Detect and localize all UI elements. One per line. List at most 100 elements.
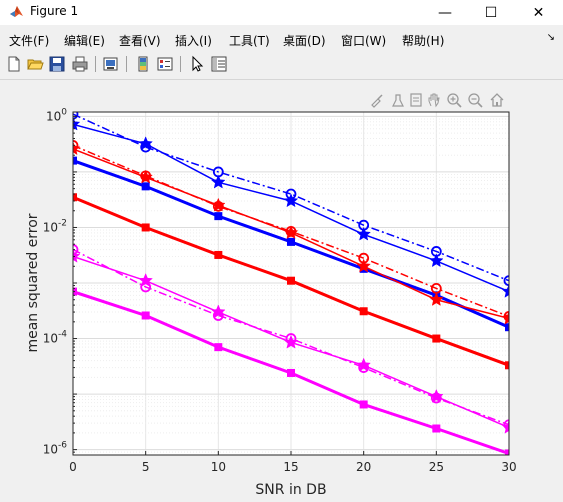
colorbar-icon[interactable] <box>134 55 152 73</box>
data-point-square <box>73 193 77 202</box>
data-point-star <box>501 283 509 298</box>
series-4 <box>73 141 509 325</box>
matlab-logo-icon <box>10 6 23 17</box>
data-point-square <box>432 334 441 343</box>
menu-view[interactable]: 查看(V) <box>119 34 161 48</box>
menu-insert[interactable]: 插入(I) <box>175 34 212 48</box>
minimize-icon: — <box>438 4 452 21</box>
pan-icon[interactable] <box>426 92 442 108</box>
brush-icon[interactable] <box>369 92 385 108</box>
data-point-square <box>214 343 223 352</box>
x-tick-label: 0 <box>69 460 77 474</box>
x-tick-label: 15 <box>283 460 298 474</box>
data-point-square <box>287 368 295 377</box>
data-point-square <box>359 400 368 409</box>
data-point-star <box>283 193 299 208</box>
data-point-star <box>283 225 299 240</box>
new-figure-icon[interactable] <box>5 55 23 73</box>
data-point-star <box>211 304 226 319</box>
y-axis-label: mean squared error <box>25 213 41 352</box>
pointer-icon[interactable] <box>188 55 206 73</box>
data-point-star <box>73 248 81 263</box>
ticks: 0 5 10 15 20 25 30 100 10-2 10-4 10-6 <box>43 107 517 474</box>
property-inspector-icon[interactable] <box>210 55 228 73</box>
data-point-square <box>73 156 77 165</box>
home-icon[interactable] <box>489 92 505 108</box>
data-point-square <box>505 361 509 370</box>
x-tick-label: 20 <box>356 460 371 474</box>
data-point-square <box>141 223 150 232</box>
menu-bar: 文件(F) 编辑(E) 查看(V) 插入(I) 工具(T) 桌面(D) 窗口(W… <box>0 28 563 50</box>
data-point-star <box>501 310 509 325</box>
data-point-square <box>214 212 223 221</box>
data-point-star <box>138 273 153 287</box>
close-icon: ✕ <box>532 4 545 21</box>
data-point-square <box>141 311 150 320</box>
data-tips-icon[interactable] <box>390 92 406 108</box>
minimize-button[interactable]: — <box>422 0 468 25</box>
data-point-star <box>429 388 444 403</box>
data-point-square <box>432 424 441 433</box>
data-point-star <box>138 169 153 184</box>
menu-file[interactable]: 文件(F) <box>9 34 50 48</box>
zoom-in-icon[interactable] <box>446 92 462 108</box>
data-point-star <box>73 141 81 156</box>
menu-tools[interactable]: 工具(T) <box>229 34 270 48</box>
window-title: Figure 1 <box>30 4 79 18</box>
x-tick-label: 30 <box>501 460 516 474</box>
menu-window[interactable]: 窗口(W) <box>341 34 387 48</box>
data-point-star <box>211 197 226 212</box>
x-tick-label: 5 <box>142 460 150 474</box>
save-icon[interactable] <box>48 55 66 73</box>
data-point-circle <box>503 275 509 287</box>
export-icon[interactable] <box>408 92 424 108</box>
menu-desktop[interactable]: 桌面(D) <box>283 34 326 48</box>
data-point-star <box>356 357 371 372</box>
data-point-star <box>356 226 371 241</box>
data-point-square <box>505 323 509 332</box>
y-tick-label: 10-4 <box>43 330 68 346</box>
data-point-square <box>141 182 150 191</box>
close-button[interactable]: ✕ <box>514 0 563 25</box>
zoom-out-icon[interactable] <box>467 92 483 108</box>
data-point-star <box>138 136 153 151</box>
figure-toolbar <box>0 50 563 80</box>
title-bar: Figure 1 — ☐ ✕ <box>0 0 563 25</box>
data-point-circle <box>503 419 509 431</box>
menu-edit[interactable]: 编辑(E) <box>64 34 105 48</box>
maximize-button[interactable]: ☐ <box>468 0 514 25</box>
series-7 <box>73 248 509 434</box>
data-point-star <box>429 292 444 306</box>
y-tick-label: 10-6 <box>43 441 68 457</box>
link-plot-icon[interactable] <box>102 55 120 73</box>
data-point-star <box>356 258 371 273</box>
y-tick-label: 10-2 <box>43 218 67 234</box>
data-point-star <box>429 253 444 268</box>
x-tick-label: 25 <box>429 460 444 474</box>
menu-help[interactable]: 帮助(H) <box>402 34 445 48</box>
data-point-star <box>211 174 226 189</box>
x-tick-label: 10 <box>211 460 226 474</box>
data-point-circle <box>73 112 79 120</box>
data-point-star <box>73 116 81 131</box>
print-icon[interactable] <box>71 55 89 73</box>
data-point-square <box>359 307 368 316</box>
data-point-circle <box>73 140 79 151</box>
toolbar-separator <box>95 56 96 72</box>
data-point-square <box>287 237 295 246</box>
data-point-star <box>283 334 299 349</box>
series-5 <box>73 193 509 370</box>
series-1 <box>73 116 509 298</box>
dock-arrow-icon[interactable]: ↘ <box>546 32 555 43</box>
data-point-circle <box>73 244 79 255</box>
data-point-square <box>214 250 223 259</box>
legend-icon[interactable] <box>156 55 174 73</box>
data-point-square <box>287 276 295 285</box>
open-file-icon[interactable] <box>26 55 44 73</box>
toolbar-separator <box>180 56 181 72</box>
series-line <box>73 144 509 318</box>
data-point-star <box>501 419 509 434</box>
x-axis-label: SNR in DB <box>255 482 326 498</box>
series-line <box>73 113 509 282</box>
